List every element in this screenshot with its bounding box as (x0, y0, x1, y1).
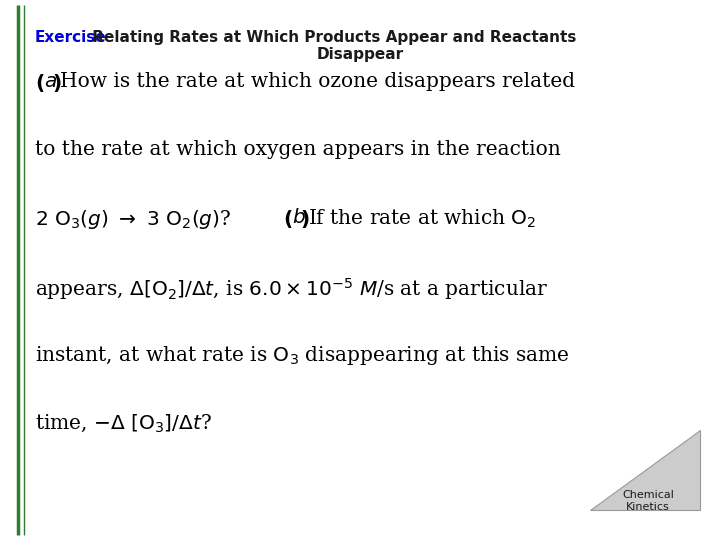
Text: Chemical
Kinetics: Chemical Kinetics (622, 490, 674, 512)
Text: $\mathbf{)}$: $\mathbf{)}$ (52, 72, 61, 94)
Text: appears, $\Delta[\mathrm{O_2}]/\Delta t$, is $6.0 \times 10^{-5}$ $\mathit{M}$/s: appears, $\Delta[\mathrm{O_2}]/\Delta t$… (35, 276, 548, 302)
Text: $2\ \mathrm{O_3}(g)\ \rightarrow\ 3\ \mathrm{O_2}(g)$?: $2\ \mathrm{O_3}(g)\ \rightarrow\ 3\ \ma… (35, 208, 231, 231)
Text: $\mathbf{\mathit{a}}$: $\mathbf{\mathit{a}}$ (44, 72, 57, 91)
Text: $\mathbf{)}$: $\mathbf{)}$ (300, 208, 310, 230)
Text: to the rate at which oxygen appears in the reaction: to the rate at which oxygen appears in t… (35, 140, 561, 159)
Text: Relating Rates at Which Products Appear and Reactants: Relating Rates at Which Products Appear … (87, 30, 577, 45)
Text: time, $-\Delta\ [\mathrm{O_3}]/\Delta t$?: time, $-\Delta\ [\mathrm{O_3}]/\Delta t$… (35, 412, 212, 434)
Text: $\mathbf{(}$: $\mathbf{(}$ (35, 72, 45, 94)
Text: $\mathbf{\mathit{b}}$: $\mathbf{\mathit{b}}$ (292, 208, 306, 227)
Text: instant, at what rate is $\mathrm{O_3}$ disappearing at this same: instant, at what rate is $\mathrm{O_3}$ … (35, 344, 570, 367)
Text: If the rate at which $\mathrm{O_2}$: If the rate at which $\mathrm{O_2}$ (308, 208, 536, 230)
Text: Exercise: Exercise (35, 30, 107, 45)
Polygon shape (590, 430, 700, 510)
Text: How is the rate at which ozone disappears related: How is the rate at which ozone disappear… (60, 72, 575, 91)
Text: $\mathbf{(}$: $\mathbf{(}$ (283, 208, 292, 230)
Text: Disappear: Disappear (316, 47, 404, 62)
